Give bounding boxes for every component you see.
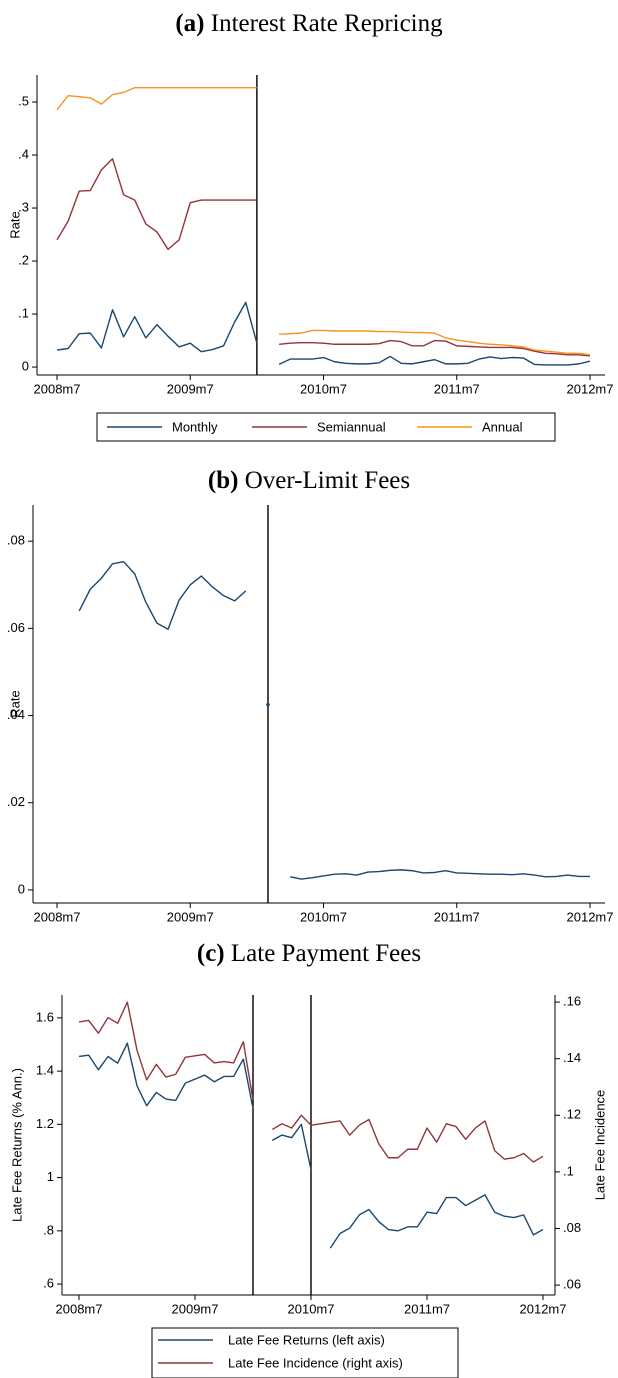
series-line [56,301,591,366]
title-text: Interest Rate Repricing [211,10,443,37]
y-axis-label: Rate [7,211,22,238]
y2-tick-label: .14 [563,1050,581,1065]
x-tick-label: 2012m7 [520,1301,567,1316]
y-tick-label: .02 [7,794,25,809]
x-tick-label: 2010m7 [300,909,347,924]
y2-tick-label: .08 [563,1220,581,1235]
series-line [78,560,590,880]
y-tick-label: 0 [22,358,29,373]
y2-tick-label: .12 [563,1107,581,1122]
title-text: Over-Limit Fees [245,467,410,494]
y-tick-label: .8 [43,1222,54,1237]
series-line [56,87,591,356]
series-line [78,1042,544,1249]
y-tick-label: .3 [18,199,29,214]
chart-title: (b) Over-Limit Fees [208,467,410,494]
point [266,702,270,707]
legend-label: Late Fee Returns (left axis) [228,1332,385,1347]
x-tick-label: 2009m7 [172,1301,219,1316]
y-tick-label: .06 [7,620,25,635]
y-tick-label: .04 [7,707,25,722]
x-tick-label: 2012m7 [567,909,614,924]
chart-title: (c) Late Payment Fees [197,940,421,967]
x-tick-label: 2011m7 [434,381,480,396]
y-axis-label: Late Fee Returns (% Ann.) [9,1068,24,1222]
y-tick-label: 1.2 [36,1116,54,1131]
y2-tick-label: .16 [563,994,581,1009]
y-tick-label: .08 [7,533,25,548]
y-tick-label: 1 [47,1169,54,1184]
series-line [78,1001,544,1163]
y-tick-label: .5 [18,93,29,108]
legend-label: Annual [482,419,523,434]
panel-label: (c) [197,940,225,967]
y-tick-label: .6 [43,1276,54,1291]
x-tick-label: 2011m7 [404,1301,450,1316]
legend-label: Monthly [172,419,218,434]
x-tick-label: 2012m7 [567,381,614,396]
panel-label: (a) [175,10,204,37]
x-tick-label: 2008m7 [34,381,81,396]
y2-tick-label: .06 [563,1277,581,1292]
x-tick-label: 2009m7 [167,909,214,924]
legend-box [151,1327,459,1378]
panel-label: (b) [208,467,239,494]
y-tick-label: .1 [18,305,29,320]
legend-label: Semiannual [317,419,386,434]
legend-label: Late Fee Incidence (right axis) [228,1355,403,1370]
x-tick-label: 2010m7 [288,1301,335,1316]
legend-box [96,412,556,442]
title-text: Late Payment Fees [231,940,421,967]
y-tick-label: .4 [18,146,29,161]
x-tick-label: 2008m7 [34,909,81,924]
y-axis-label: Rate [7,690,22,717]
y2-axis-label: Late Fee Incidence [592,1090,607,1201]
y-tick-label: 0 [18,881,25,896]
x-tick-label: 2009m7 [167,381,214,396]
x-tick-label: 2010m7 [300,381,347,396]
x-tick-label: 2008m7 [56,1301,103,1316]
series-line [56,158,591,357]
y-tick-label: 1.6 [36,1009,54,1024]
y-tick-label: 1.4 [36,1063,54,1078]
x-tick-label: 2011m7 [434,909,480,924]
chart-title: (a) Interest Rate Repricing [175,10,443,37]
y-tick-label: .2 [18,252,29,267]
y2-tick-label: .1 [563,1163,574,1178]
